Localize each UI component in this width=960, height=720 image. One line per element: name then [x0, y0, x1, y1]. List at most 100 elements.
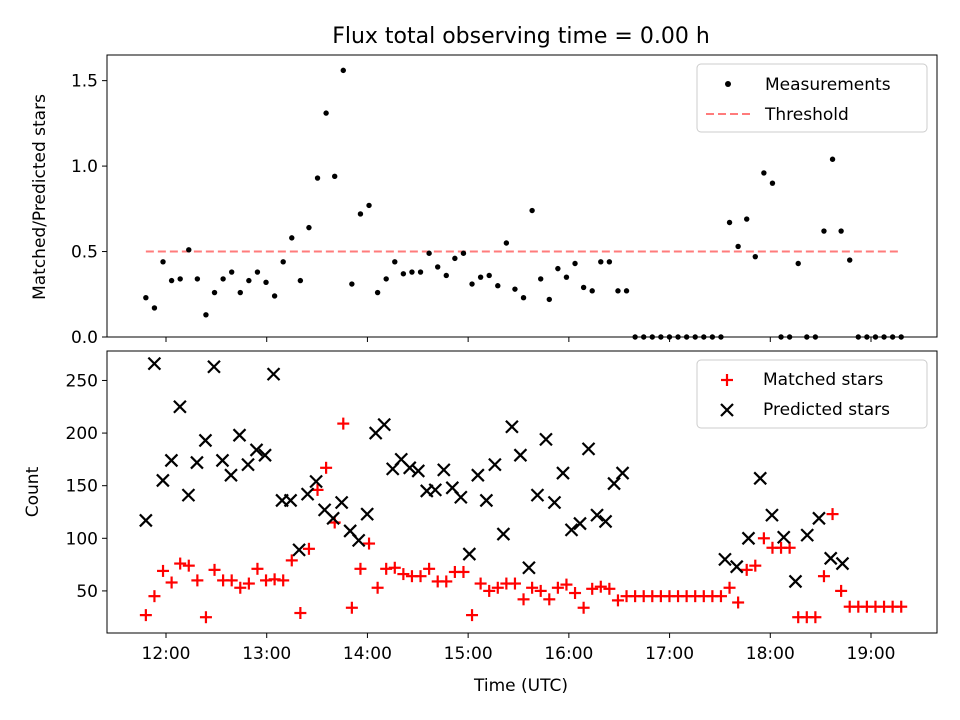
measurement-point — [829, 156, 836, 162]
measurement-point — [632, 334, 638, 340]
measurement-point — [400, 271, 407, 277]
predicted-star-point — [573, 516, 587, 531]
measurement-point — [452, 255, 458, 262]
predicted-star-point — [139, 513, 153, 528]
measurement-point — [289, 235, 295, 241]
measurement-point — [872, 334, 879, 340]
measurement-point — [340, 67, 346, 74]
matched-star-point — [757, 532, 770, 545]
measurement-point — [804, 334, 810, 340]
predicted-star-point — [241, 457, 255, 472]
predicted-star-point — [147, 356, 162, 371]
measurement-point — [623, 288, 630, 294]
bottom-y-tick-label: 50 — [76, 582, 98, 602]
measurement-point — [641, 334, 647, 340]
top-y-tick-label: 1.5 — [71, 72, 98, 92]
x-tick-label: 19:00 — [847, 644, 896, 664]
matched-star-point — [371, 581, 384, 594]
legend-measurements-label: Measurements — [765, 75, 891, 95]
measurement-point — [606, 259, 613, 265]
measurement-point — [589, 288, 595, 294]
measurement-point — [143, 294, 149, 301]
measurement-point — [228, 269, 235, 275]
x-tick-label: 15:00 — [444, 644, 493, 664]
matched-star-point — [732, 596, 745, 609]
matched-star-point — [586, 582, 599, 595]
measurement-point — [701, 334, 707, 340]
matched-star-point — [594, 580, 607, 593]
x-tick-label: 18:00 — [746, 644, 795, 664]
predicted-star-point — [471, 468, 485, 482]
matched-star-point — [723, 581, 736, 594]
measurement-point — [889, 334, 896, 340]
predicted-star-point — [454, 490, 468, 505]
top-legend-box — [696, 63, 928, 133]
matched-star-point — [397, 568, 410, 581]
measurement-point — [203, 312, 209, 318]
legend-predicted-marker — [720, 403, 734, 417]
predicted-star-point — [300, 487, 315, 501]
matched-star-point — [457, 565, 470, 578]
measurement-point — [572, 260, 578, 267]
predicted-star-point — [232, 428, 247, 442]
measurement-point — [331, 173, 338, 180]
predicted-star-point — [462, 547, 477, 561]
predicted-star-point — [224, 468, 238, 482]
predicted-star-point — [513, 448, 528, 462]
measurement-point — [795, 260, 801, 267]
top-y-tick-label: 1.0 — [71, 157, 98, 177]
measurement-point — [786, 334, 793, 340]
predicted-star-point — [753, 471, 767, 486]
measurement-point — [211, 289, 218, 296]
measurement-point — [666, 334, 673, 340]
predicted-star-point — [360, 507, 374, 521]
measurement-point — [675, 334, 681, 340]
matched-star-point — [526, 581, 539, 594]
legend-predicted-label: Predicted stars — [763, 400, 890, 420]
measurement-point — [752, 253, 758, 260]
predicted-star-point — [564, 523, 579, 537]
predicted-star-point — [207, 360, 221, 374]
predicted-star-point — [309, 474, 323, 489]
matched-star-point — [440, 575, 453, 588]
matched-star-point — [826, 508, 839, 521]
x-tick-label: 14:00 — [343, 644, 392, 664]
measurement-point — [486, 272, 492, 279]
measurement-point — [658, 334, 664, 340]
measurement-point — [409, 269, 415, 275]
predicted-star-point — [411, 464, 426, 478]
measurement-point — [220, 276, 226, 282]
matched-star-point — [225, 574, 238, 587]
chart-title: Flux total observing time = 0.00 h — [332, 24, 710, 49]
legend-threshold-label: Threshold — [764, 105, 849, 125]
matched-star-point — [483, 584, 496, 597]
measurement-point — [186, 247, 192, 253]
matched-star-point — [320, 461, 333, 474]
predicted-star-point — [402, 461, 417, 475]
x-tick-label: 12:00 — [142, 644, 191, 664]
predicted-star-point — [164, 453, 179, 468]
measurement-point — [246, 277, 252, 284]
measurement-point — [898, 334, 904, 340]
measurement-point — [443, 272, 449, 279]
matched-star-point — [577, 601, 590, 614]
measurement-point — [469, 281, 475, 287]
matched-star-point — [311, 483, 324, 496]
predicted-star-point — [556, 466, 570, 480]
predicted-star-point — [823, 551, 838, 566]
measurement-point — [864, 334, 870, 340]
predicted-star-point — [788, 574, 803, 589]
measurement-point — [434, 264, 441, 270]
predicted-star-point — [505, 419, 519, 434]
predicted-star-point — [718, 552, 732, 567]
predicted-star-point — [334, 495, 349, 510]
measurement-point — [177, 276, 183, 282]
matched-star-point — [345, 601, 358, 614]
matched-star-point — [817, 570, 830, 583]
legend-matched-marker — [721, 374, 733, 386]
matched-star-point — [783, 541, 796, 554]
measurement-point — [555, 265, 561, 272]
measurement-point — [726, 219, 733, 226]
bottom-y-tick-label: 150 — [66, 477, 98, 497]
measurement-point — [392, 259, 398, 265]
